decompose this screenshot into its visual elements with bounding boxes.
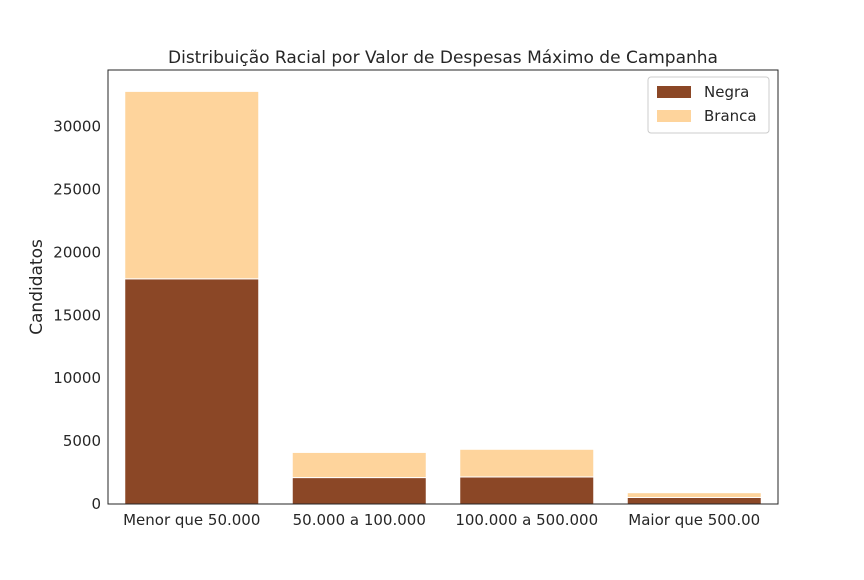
bar-negra-4 bbox=[626, 496, 762, 505]
y-tick-label: 5000 bbox=[63, 432, 101, 450]
y-tick-label: 30000 bbox=[53, 118, 101, 136]
x-tick-label: Menor que 50.000 bbox=[123, 511, 260, 529]
legend: Negra Branca bbox=[647, 76, 770, 134]
y-axis-label: Candidatos bbox=[27, 239, 47, 335]
legend-swatch-branca bbox=[657, 110, 691, 122]
x-tick-label: 50.000 a 100.000 bbox=[293, 511, 426, 529]
bar-negra-2 bbox=[291, 477, 427, 505]
legend-label-negra: Negra bbox=[704, 83, 749, 101]
x-tick-label: 100.000 a 500.000 bbox=[455, 511, 598, 529]
bar-branca-3 bbox=[459, 448, 595, 478]
bar-negra-3 bbox=[459, 476, 595, 505]
bar-negra-1 bbox=[124, 278, 260, 505]
bar-branca-2 bbox=[291, 451, 427, 479]
x-tick-label: Maior que 500.00 bbox=[628, 511, 760, 529]
legend-label-branca: Branca bbox=[704, 107, 757, 125]
y-tick-label: 15000 bbox=[53, 306, 101, 324]
y-tick-label: 0 bbox=[91, 495, 101, 513]
bar-branca-4 bbox=[626, 492, 762, 498]
bars-layer bbox=[124, 90, 762, 505]
chart-title: Distribuição Racial por Valor de Despesa… bbox=[168, 48, 718, 68]
bar-branca-1 bbox=[124, 90, 260, 280]
ticks-layer: Menor que 50.000 50.000 a 100.000 100.000 … bbox=[53, 118, 760, 529]
y-tick-label: 20000 bbox=[53, 243, 101, 261]
legend-swatch-negra bbox=[657, 86, 691, 98]
y-tick-label: 25000 bbox=[53, 181, 101, 199]
y-tick-label: 10000 bbox=[53, 369, 101, 387]
plot-frame bbox=[107, 69, 779, 505]
